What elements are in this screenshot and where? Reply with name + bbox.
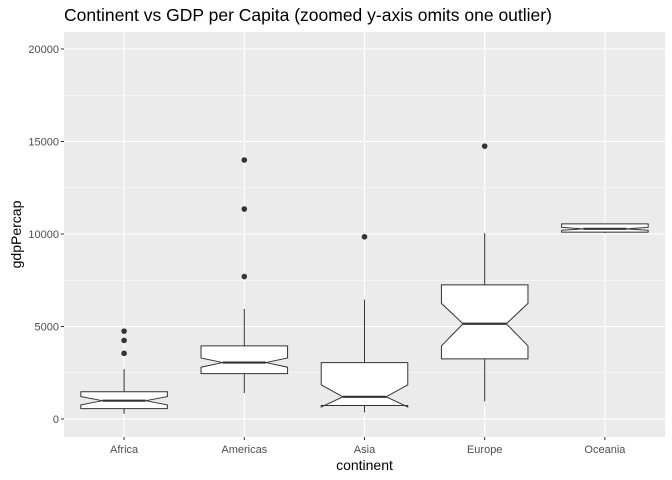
- x-tick-label: Americas: [221, 444, 267, 456]
- notched-box: [320, 362, 409, 408]
- x-tick-label: Africa: [110, 444, 139, 456]
- x-axis-title: continent: [336, 457, 393, 473]
- box-europe: [440, 143, 529, 402]
- outlier-point: [121, 328, 127, 334]
- outlier-point: [241, 206, 248, 212]
- box-oceania: [561, 223, 649, 234]
- y-tick-label: 10000: [28, 229, 59, 241]
- box-layer: [80, 143, 649, 414]
- box-asia: [320, 233, 409, 413]
- x-tick-label: Oceania: [584, 444, 626, 456]
- outlier-point: [241, 157, 248, 163]
- y-tick-label: 20000: [28, 44, 59, 56]
- x-axis: Africa Americas Asia Europe Oceania: [110, 437, 626, 456]
- y-tick-label: 5000: [35, 322, 59, 334]
- x-tick-label: Europe: [467, 444, 502, 456]
- outlier-point: [241, 273, 248, 280]
- y-tick-label: 15000: [28, 137, 59, 149]
- y-axis: 0 5000 10000 15000 20000: [28, 44, 64, 426]
- outlier-point: [121, 337, 127, 344]
- y-tick-label: 0: [53, 414, 59, 426]
- outlier-point: [121, 350, 127, 357]
- outlier-point: [481, 143, 488, 149]
- y-axis-title: gdpPercap: [8, 200, 24, 268]
- outlier-point: [361, 233, 368, 240]
- box-americas: [200, 157, 289, 394]
- notched-box: [440, 284, 529, 360]
- notched-box: [200, 345, 289, 375]
- x-tick-label: Asia: [354, 444, 376, 456]
- box-africa: [80, 328, 168, 414]
- chart-title: Continent vs GDP per Capita (zoomed y-ax…: [64, 5, 552, 25]
